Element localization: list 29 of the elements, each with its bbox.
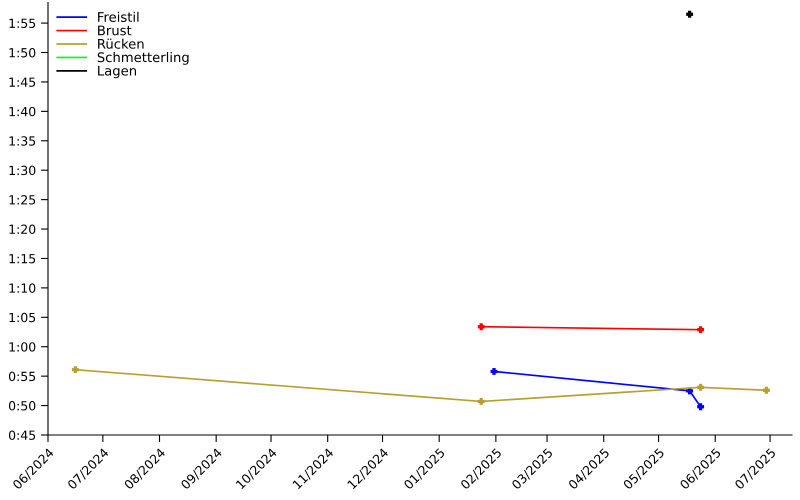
legend-label: Lagen xyxy=(98,66,136,78)
y-tick-label: 0:55 xyxy=(8,372,36,382)
point xyxy=(762,386,770,394)
point xyxy=(478,398,485,405)
point xyxy=(686,10,694,18)
legend-label: Schmetterling xyxy=(98,52,189,65)
y-tick-label: 0:45 xyxy=(8,430,36,440)
point xyxy=(697,403,704,410)
y-tick-label: 0:50 xyxy=(8,401,36,411)
y-tick-label: 1:30 xyxy=(9,166,36,176)
point xyxy=(478,323,485,330)
legend-label: Rücken xyxy=(98,38,144,49)
y-tick-label: 1:25 xyxy=(9,195,36,205)
y-tick-label: 1:00 xyxy=(9,342,36,352)
y-tick-label: 1:45 xyxy=(9,78,36,87)
point xyxy=(697,384,704,391)
y-tick-label: 1:20 xyxy=(9,224,36,234)
y-tick-label: 1:40 xyxy=(9,106,36,116)
y-tick-label: 1:15 xyxy=(9,254,36,264)
y-tick-label: 1:10 xyxy=(9,283,36,293)
y-tick-label: 1:55 xyxy=(9,18,36,28)
y-tick-label: 1:05 xyxy=(9,312,36,322)
point xyxy=(490,368,498,375)
point xyxy=(72,366,79,374)
y-tick-label: 1:50 xyxy=(9,48,36,58)
legend-label: Brust xyxy=(98,26,132,36)
legend-label: Freistil xyxy=(98,12,139,22)
point xyxy=(697,326,704,334)
y-tick-label: 1:35 xyxy=(9,136,36,146)
